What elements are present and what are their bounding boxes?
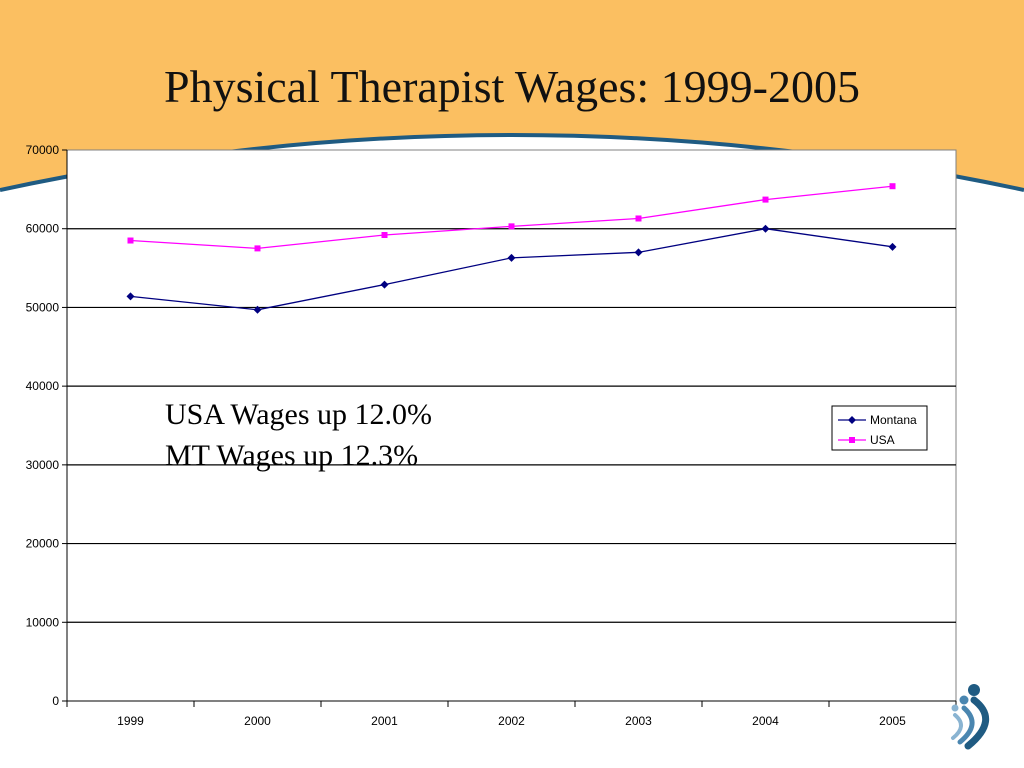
logo-arc-large xyxy=(964,696,990,750)
logo-head-large xyxy=(968,684,980,696)
annotation-line-usa: USA Wages up 12.0% xyxy=(165,398,433,431)
legend-label: USA xyxy=(870,433,895,447)
data-point-montana xyxy=(761,224,770,233)
y-tick-label: 0 xyxy=(52,694,59,708)
gridlines xyxy=(67,228,956,623)
logo-arc-small xyxy=(951,713,963,740)
data-point-usa xyxy=(508,223,515,230)
x-tick-label: 2000 xyxy=(244,714,271,728)
annotation-line-mt: MT Wages up 12.3% xyxy=(165,439,419,472)
data-point-montana xyxy=(380,280,389,289)
y-tick-label: 30000 xyxy=(26,458,60,472)
x-axis: 1999 2000 2001 2002 2003 2004 2005 xyxy=(66,700,957,728)
data-point-montana xyxy=(507,253,516,262)
legend-marker xyxy=(849,437,855,443)
y-axis: 0 10000 20000 30000 40000 50000 60000 70000 xyxy=(26,143,68,708)
x-tick-label: 2005 xyxy=(879,714,906,728)
data-point-usa xyxy=(635,215,642,222)
data-point-montana xyxy=(888,242,897,251)
legend-entries: Montana USA xyxy=(838,413,917,447)
annotation: USA Wages up 12.0% MT Wages up 12.3% xyxy=(165,394,432,476)
legend-entry-usa: USA xyxy=(838,433,895,447)
y-tick-label: 20000 xyxy=(26,537,60,551)
y-tick-label: 60000 xyxy=(26,222,60,236)
data-point-usa xyxy=(381,232,388,239)
series-montana xyxy=(126,224,897,314)
x-tick-label: 2003 xyxy=(625,714,652,728)
x-tick-label: 2001 xyxy=(371,714,398,728)
x-tick-label: 2002 xyxy=(498,714,525,728)
data-point-montana xyxy=(253,305,262,314)
data-point-usa xyxy=(762,196,769,203)
y-tick-label: 70000 xyxy=(26,143,60,157)
y-tick-label: 40000 xyxy=(26,379,60,393)
data-point-usa xyxy=(254,245,261,252)
legend: Montana USA xyxy=(831,405,928,451)
figure-logo-icon xyxy=(951,684,990,750)
legend-marker xyxy=(848,416,856,424)
data-point-montana xyxy=(126,292,135,301)
plot-area xyxy=(66,149,957,702)
logo-head-small xyxy=(951,704,959,712)
data-point-usa xyxy=(889,183,896,190)
page-title: Physical Therapist Wages: 1999-2005 xyxy=(164,61,860,112)
series-layer xyxy=(126,183,897,314)
x-tick-label: 1999 xyxy=(117,714,144,728)
legend-entry-montana: Montana xyxy=(838,413,917,427)
legend-box xyxy=(831,405,928,451)
series-usa xyxy=(127,183,896,252)
y-tick-label: 10000 xyxy=(26,615,60,629)
logo-arc-medium xyxy=(957,705,975,745)
data-point-montana xyxy=(634,248,643,257)
data-point-usa xyxy=(127,237,134,244)
y-tick-label: 50000 xyxy=(26,300,60,314)
legend-label: Montana xyxy=(870,413,917,427)
logo-head-medium xyxy=(959,695,969,705)
x-tick-label: 2004 xyxy=(752,714,779,728)
